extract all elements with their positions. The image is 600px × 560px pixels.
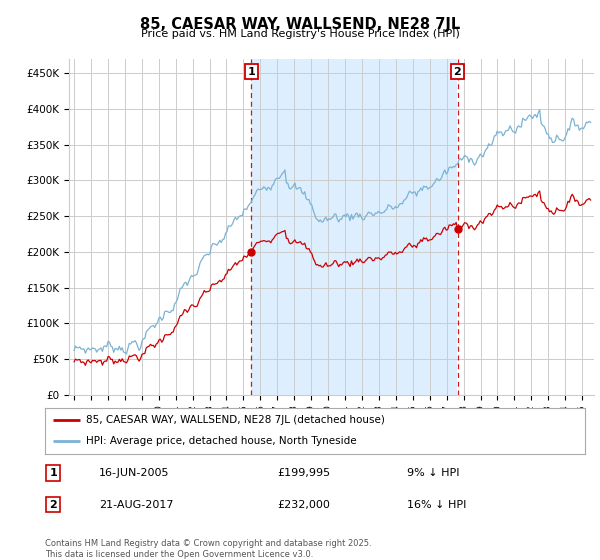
Text: 2: 2: [49, 500, 57, 510]
Text: 9% ↓ HPI: 9% ↓ HPI: [407, 468, 460, 478]
Text: 21-AUG-2017: 21-AUG-2017: [99, 500, 173, 510]
Text: 16-JUN-2005: 16-JUN-2005: [99, 468, 170, 478]
Text: 85, CAESAR WAY, WALLSEND, NE28 7JL: 85, CAESAR WAY, WALLSEND, NE28 7JL: [140, 17, 460, 32]
Text: 16% ↓ HPI: 16% ↓ HPI: [407, 500, 466, 510]
Bar: [251, 59, 457, 395]
Text: 2: 2: [454, 67, 461, 77]
Text: 1: 1: [49, 468, 57, 478]
Text: 85, CAESAR WAY, WALLSEND, NE28 7JL (detached house): 85, CAESAR WAY, WALLSEND, NE28 7JL (deta…: [86, 415, 385, 425]
Text: Contains HM Land Registry data © Crown copyright and database right 2025.
This d: Contains HM Land Registry data © Crown c…: [45, 539, 371, 559]
Text: HPI: Average price, detached house, North Tyneside: HPI: Average price, detached house, Nort…: [86, 436, 356, 446]
Text: Price paid vs. HM Land Registry's House Price Index (HPI): Price paid vs. HM Land Registry's House …: [140, 29, 460, 39]
Text: 1: 1: [247, 67, 255, 77]
Text: £232,000: £232,000: [277, 500, 330, 510]
Text: £199,995: £199,995: [277, 468, 331, 478]
